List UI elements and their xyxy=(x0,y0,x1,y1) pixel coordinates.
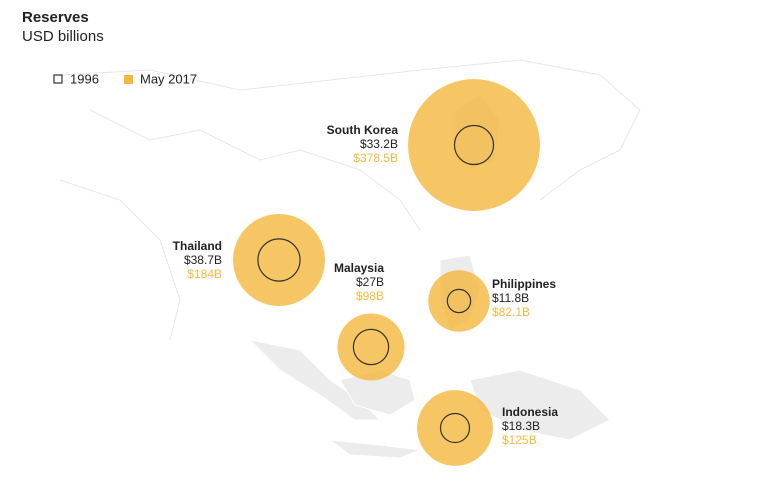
inner-circles xyxy=(257,124,495,444)
value-1996: $38.7B xyxy=(184,253,222,267)
value-2017: $98B xyxy=(356,289,384,303)
value-1996: $33.2B xyxy=(360,137,398,151)
value-2017: $378.5B xyxy=(353,151,398,165)
bubble-2017 xyxy=(337,313,405,381)
country-label: Malaysia xyxy=(334,261,384,275)
value-2017: $125B xyxy=(502,433,537,447)
value-1996: $27B xyxy=(356,275,384,289)
legend-label: May 2017 xyxy=(140,71,197,86)
bubble-1996 xyxy=(352,328,390,366)
bubble-1996 xyxy=(446,288,472,314)
labels: South Korea$33.2B$378.5BThailand$38.7B$1… xyxy=(173,123,559,447)
country-label: South Korea xyxy=(327,123,399,137)
map xyxy=(59,59,641,459)
chart-title: Reserves xyxy=(22,9,89,26)
legend-swatch xyxy=(124,75,133,84)
bubble-2017 xyxy=(233,214,325,306)
bubble-1996 xyxy=(453,124,495,166)
country-label: Thailand xyxy=(173,239,222,253)
value-1996: $18.3B xyxy=(502,419,540,433)
bubble-2017 xyxy=(417,390,493,466)
bubble-1996 xyxy=(257,238,301,282)
country-label: Philippines xyxy=(492,277,556,291)
value-1996: $11.8B xyxy=(492,291,529,305)
chart-subtitle: USD billions xyxy=(22,28,104,45)
legend-swatch xyxy=(53,74,63,84)
value-2017: $184B xyxy=(187,267,222,281)
bubble-2017 xyxy=(428,270,490,332)
legend: 1996 May 2017 xyxy=(53,71,197,86)
bubble-1996 xyxy=(439,412,471,444)
outer-circles xyxy=(233,79,540,466)
value-2017: $82.1B xyxy=(492,305,530,319)
country-label: Indonesia xyxy=(502,405,558,419)
legend-label: 1996 xyxy=(70,71,99,86)
bubble-2017 xyxy=(408,79,540,211)
